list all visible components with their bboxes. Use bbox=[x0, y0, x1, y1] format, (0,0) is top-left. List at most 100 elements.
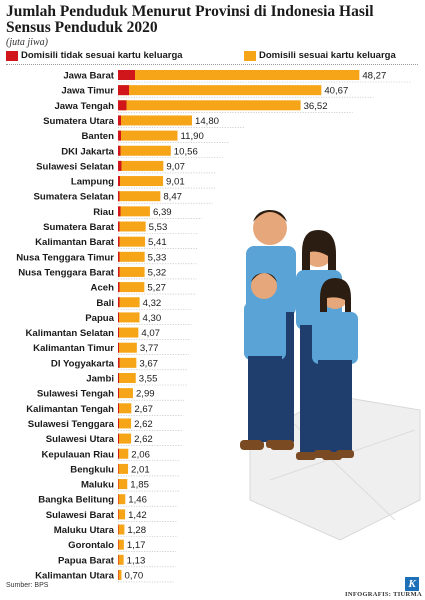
value-label: 2,62 bbox=[134, 434, 153, 445]
value-label: 5,53 bbox=[149, 222, 168, 233]
father-hair bbox=[253, 210, 287, 222]
value-label: 48,27 bbox=[362, 71, 386, 82]
bar-domisili-tidak-sesuai bbox=[118, 160, 122, 171]
boy-pants bbox=[248, 356, 282, 442]
bar-domisili-sesuai bbox=[118, 403, 132, 414]
bar-domisili-tidak-sesuai bbox=[118, 403, 119, 414]
bar-domisili-tidak-sesuai bbox=[118, 282, 120, 293]
bar-domisili-tidak-sesuai bbox=[118, 206, 121, 217]
value-label: 4,07 bbox=[141, 328, 160, 339]
legend-item-red: Domisili tidak sesuai kartu keluarga bbox=[6, 50, 183, 61]
bar-domisili-tidak-sesuai bbox=[118, 145, 121, 156]
value-label: 10,56 bbox=[174, 146, 198, 157]
value-label: 11,90 bbox=[181, 131, 204, 142]
bar-domisili-sesuai bbox=[118, 312, 140, 323]
value-label: 5,27 bbox=[147, 283, 166, 294]
value-label: 1,46 bbox=[128, 495, 147, 506]
bar-domisili-tidak-sesuai bbox=[118, 479, 119, 490]
girl-shirt bbox=[312, 312, 358, 364]
value-label: 1,17 bbox=[127, 540, 146, 551]
boy-head bbox=[251, 273, 277, 299]
category-label: Sumatera Selatan bbox=[33, 192, 114, 203]
legend-label-red: Domisili tidak sesuai kartu keluarga bbox=[21, 50, 183, 61]
bar-domisili-tidak-sesuai bbox=[118, 554, 119, 565]
bar-domisili-sesuai bbox=[118, 327, 139, 338]
bar-domisili-sesuai bbox=[118, 191, 161, 202]
value-label: 5,32 bbox=[148, 267, 167, 278]
bar-domisili-sesuai bbox=[118, 418, 132, 429]
category-label: Nusa Tenggara Barat bbox=[18, 267, 115, 278]
boy-shoe bbox=[266, 440, 284, 448]
category-label: Aceh bbox=[91, 283, 115, 294]
source-note: Sumber: BPS bbox=[6, 582, 49, 589]
bar-domisili-sesuai bbox=[118, 251, 145, 262]
category-label: Sumatera Barat bbox=[43, 222, 115, 233]
bar-domisili-tidak-sesuai bbox=[118, 433, 119, 444]
bar-domisili-sesuai bbox=[118, 145, 171, 156]
value-label: 2,62 bbox=[134, 419, 153, 430]
bar-domisili-tidak-sesuai bbox=[118, 357, 120, 368]
category-label: Sulawesi Selatan bbox=[36, 161, 114, 172]
category-label: Bengkulu bbox=[70, 464, 114, 475]
bar-domisili-tidak-sesuai bbox=[118, 448, 119, 459]
value-label: 9,01 bbox=[166, 177, 185, 188]
publisher-logo: K bbox=[405, 577, 419, 591]
bar-domisili-tidak-sesuai bbox=[118, 509, 119, 520]
bar-domisili-tidak-sesuai bbox=[118, 130, 121, 141]
bar-domisili-tidak-sesuai bbox=[118, 494, 119, 505]
bar-domisili-tidak-sesuai bbox=[118, 70, 135, 80]
category-label: Kepulauan Riau bbox=[42, 449, 115, 460]
bar-domisili-sesuai bbox=[118, 266, 145, 277]
bar-domisili-sesuai bbox=[118, 221, 146, 232]
bar-domisili-sesuai bbox=[118, 297, 140, 308]
bar-domisili-sesuai bbox=[118, 160, 164, 171]
legend-item-orange: Domisili sesuai kartu keluarga bbox=[244, 50, 396, 61]
category-label: Jawa Barat bbox=[63, 71, 114, 82]
value-label: 4,30 bbox=[143, 313, 162, 324]
bar-domisili-tidak-sesuai bbox=[118, 388, 119, 399]
bar-domisili-tidak-sesuai bbox=[118, 85, 129, 96]
category-label: Gorontalo bbox=[68, 540, 114, 551]
category-label: Sumatera Utara bbox=[43, 116, 115, 127]
bar-domisili-tidak-sesuai bbox=[118, 251, 120, 262]
bar-domisili-tidak-sesuai bbox=[118, 100, 127, 111]
bar-domisili-sesuai bbox=[118, 236, 146, 247]
value-label: 0,70 bbox=[125, 570, 144, 581]
value-label: 14,80 bbox=[195, 116, 219, 127]
bar-domisili-tidak-sesuai bbox=[118, 524, 119, 535]
bar-domisili-sesuai bbox=[118, 479, 128, 490]
bar-domisili-sesuai bbox=[118, 130, 178, 141]
bar-domisili-sesuai bbox=[118, 85, 322, 96]
category-label: DI Yogyakarta bbox=[51, 358, 115, 369]
legend-divider bbox=[6, 64, 418, 65]
value-label: 40,67 bbox=[324, 86, 348, 97]
category-label: Papua Barat bbox=[58, 555, 115, 566]
category-label: Kalimantan Timur bbox=[33, 343, 114, 354]
bar-domisili-sesuai bbox=[118, 115, 192, 126]
value-label: 6,39 bbox=[153, 207, 172, 218]
category-label: DKI Jakarta bbox=[61, 146, 114, 157]
category-label: Kalimantan Barat bbox=[35, 237, 115, 248]
value-label: 3,67 bbox=[139, 358, 158, 369]
bar-domisili-tidak-sesuai bbox=[118, 327, 119, 338]
bar-domisili-tidak-sesuai bbox=[118, 312, 119, 323]
bar-domisili-sesuai bbox=[118, 357, 137, 368]
category-label: Jambi bbox=[86, 374, 114, 385]
bar-domisili-sesuai bbox=[118, 494, 126, 505]
bar-domisili-tidak-sesuai bbox=[118, 569, 119, 580]
bar-domisili-sesuai bbox=[118, 463, 129, 474]
value-label: 1,13 bbox=[127, 555, 146, 566]
bar-domisili-sesuai bbox=[118, 433, 132, 444]
value-label: 3,77 bbox=[140, 343, 159, 354]
value-label: 4,32 bbox=[143, 298, 162, 309]
value-label: 2,67 bbox=[134, 404, 153, 415]
value-label: 2,99 bbox=[136, 389, 155, 400]
family-illustration bbox=[240, 210, 421, 541]
category-label: Lampung bbox=[71, 177, 114, 188]
category-label: Papua bbox=[85, 313, 114, 324]
bar-domisili-tidak-sesuai bbox=[118, 342, 119, 353]
credit-note: INFOGRAFIS: TIURMA bbox=[345, 591, 422, 598]
bar-domisili-sesuai bbox=[118, 524, 125, 535]
unit-label: (juta jiwa) bbox=[6, 37, 48, 48]
